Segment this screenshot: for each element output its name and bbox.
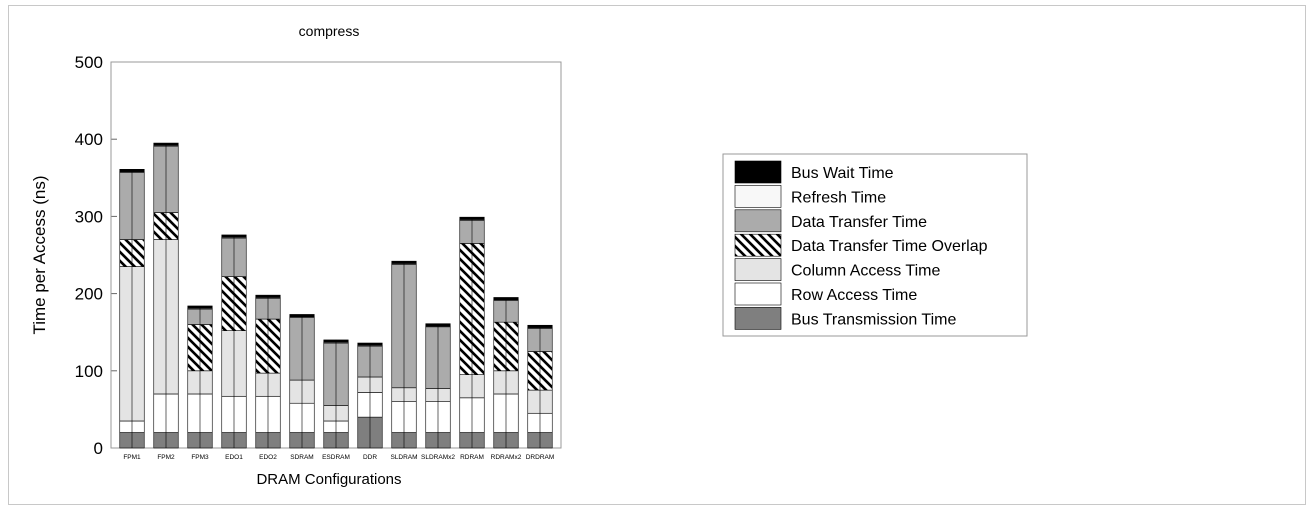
chart-title: compress xyxy=(299,23,360,39)
x-tick-label: SLDRAMx2 xyxy=(421,454,455,461)
legend: Bus Wait Time Refresh Time Data Transfer T… xyxy=(722,153,1028,337)
bar-group-fpm1 xyxy=(119,169,145,449)
x-axis-ticks: FPM1 FPM2 FPM3 EDO1 EDO2 SDRAM ESDRAM DDR SLDRAM… xyxy=(123,454,554,461)
stacked-bar-chart: compress 0 100 200 300 400 500 FPM1 FPM2 FPM3 ED… xyxy=(30,23,1028,488)
legend-swatch xyxy=(734,160,782,184)
x-tick-label: ESDRAM xyxy=(322,454,350,461)
bar-group-sldramx2 xyxy=(425,323,451,449)
legend-label: Data Transfer Time Overlap xyxy=(791,238,988,255)
x-tick-label: RDRAM xyxy=(460,454,484,461)
bars xyxy=(119,142,553,449)
bar-group-drdram xyxy=(527,324,553,449)
bar-group-sdram xyxy=(289,314,315,449)
legend-label: Bus Transmission Time xyxy=(791,311,956,328)
x-tick-label: FPM2 xyxy=(157,454,175,461)
x-tick-label: EDO2 xyxy=(259,454,277,461)
y-axis-label: Time per Access (ns) xyxy=(30,175,49,334)
bar-group-sldram xyxy=(391,260,417,449)
chart-frame: compress 0 100 200 300 400 500 FPM1 FPM2 FPM3 ED… xyxy=(8,5,1306,505)
x-tick-label: DRDRAM xyxy=(526,454,555,461)
x-tick-label: FPM1 xyxy=(123,454,141,461)
legend-swatch xyxy=(734,185,782,208)
x-tick-label: SDRAM xyxy=(290,454,313,461)
x-tick-label: FPM3 xyxy=(191,454,209,461)
y-tick-label: 200 xyxy=(75,285,103,304)
legend-label: Column Access Time xyxy=(791,263,940,280)
y-tick-label: 100 xyxy=(75,362,103,381)
bar-group-fpm3 xyxy=(187,305,213,449)
legend-swatch xyxy=(734,258,782,281)
y-tick-label: 500 xyxy=(75,53,103,72)
legend-swatch xyxy=(734,282,782,306)
legend-label: Bus Wait Time xyxy=(791,165,894,182)
legend-label: Data Transfer Time xyxy=(791,214,927,231)
x-tick-label: DDR xyxy=(363,454,377,461)
bar-group-rdram xyxy=(459,216,485,449)
x-tick-label: EDO1 xyxy=(225,454,243,461)
bar-group-edo1 xyxy=(221,234,247,449)
x-axis-label: DRAM Configurations xyxy=(256,471,401,488)
y-tick-label: 400 xyxy=(75,130,103,149)
y-tick-label: 0 xyxy=(94,439,103,458)
legend-swatch xyxy=(734,209,782,233)
legend-swatch xyxy=(734,233,782,257)
bar-group-edo2 xyxy=(255,294,281,449)
bar-group-ddr xyxy=(357,342,383,449)
bar-group-fpm2 xyxy=(153,142,179,449)
bar-group-esdram xyxy=(323,339,349,449)
x-tick-label: SLDRAM xyxy=(390,454,417,461)
legend-label: Row Access Time xyxy=(791,287,917,304)
legend-swatch xyxy=(734,307,782,330)
y-tick-label: 300 xyxy=(75,207,103,226)
bar-group-rdramx2 xyxy=(493,297,519,449)
legend-label: Refresh Time xyxy=(791,189,886,206)
x-tick-label: RDRAMx2 xyxy=(491,454,522,461)
